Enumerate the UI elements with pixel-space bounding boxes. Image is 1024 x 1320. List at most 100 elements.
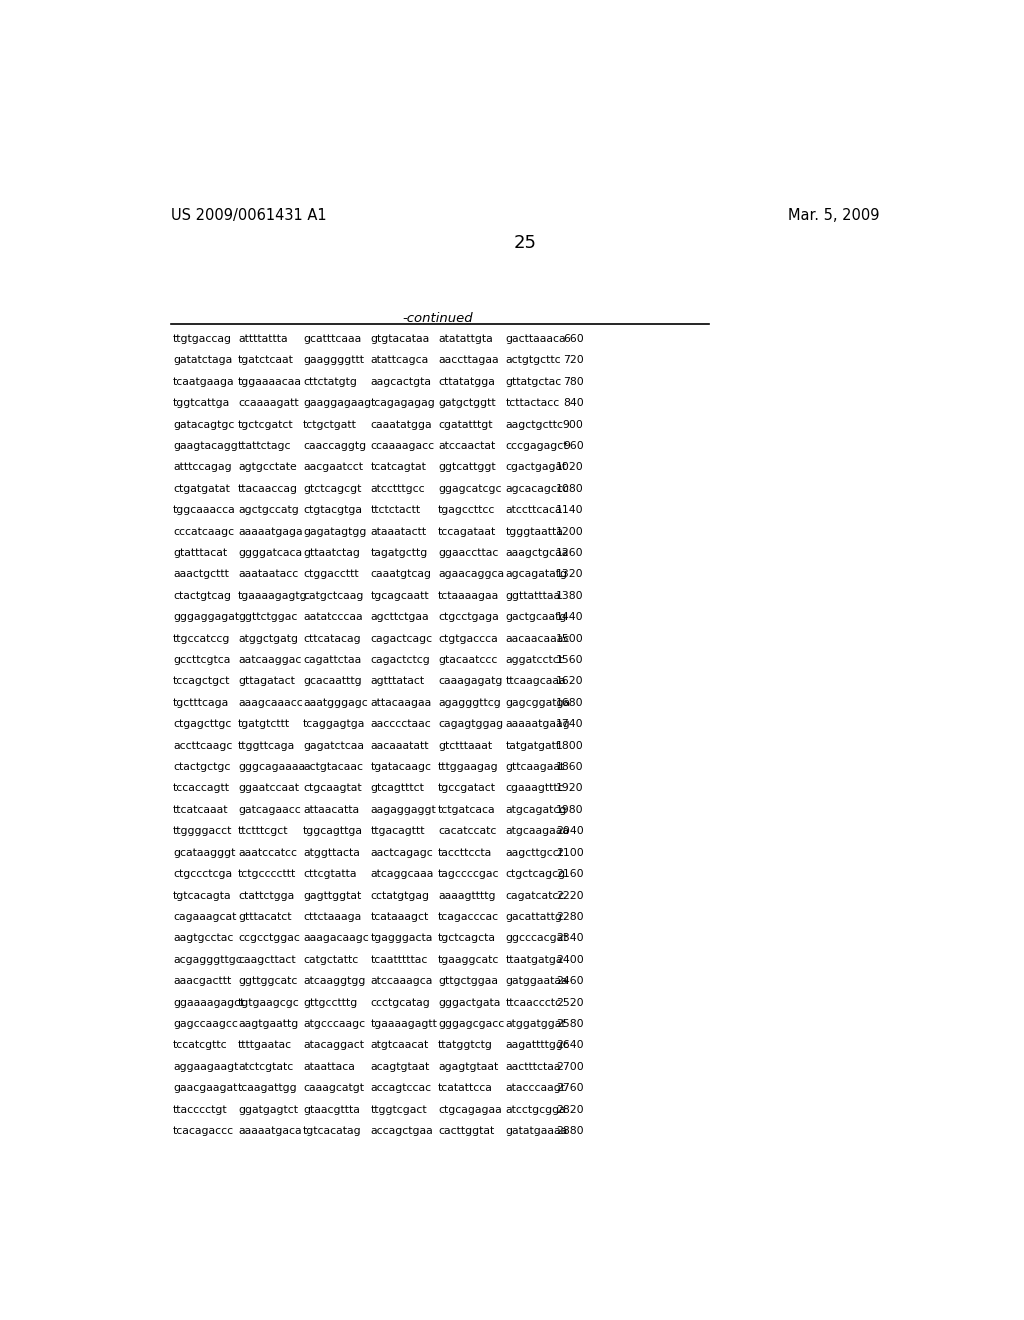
Text: tgctcgatct: tgctcgatct bbox=[238, 420, 294, 429]
Text: atcctgcgga: atcctgcgga bbox=[506, 1105, 566, 1114]
Text: gaagtacagg: gaagtacagg bbox=[173, 441, 238, 451]
Text: ctgatgatat: ctgatgatat bbox=[173, 484, 229, 494]
Text: tgccgatact: tgccgatact bbox=[438, 784, 496, 793]
Text: aaccttagaa: aaccttagaa bbox=[438, 355, 499, 366]
Text: cacatccatc: cacatccatc bbox=[438, 826, 497, 837]
Text: 660: 660 bbox=[563, 334, 584, 345]
Text: cagaaagcat: cagaaagcat bbox=[173, 912, 237, 921]
Text: gaacgaagat: gaacgaagat bbox=[173, 1084, 238, 1093]
Text: ctgtacgtga: ctgtacgtga bbox=[303, 506, 362, 515]
Text: aaataatacc: aaataatacc bbox=[238, 569, 298, 579]
Text: ttctctactt: ttctctactt bbox=[371, 506, 421, 515]
Text: aacgaatcct: aacgaatcct bbox=[303, 462, 364, 473]
Text: 840: 840 bbox=[563, 399, 584, 408]
Text: tcaatgaaga: tcaatgaaga bbox=[173, 376, 234, 387]
Text: ggttatttaa: ggttatttaa bbox=[506, 591, 560, 601]
Text: cccatcaagc: cccatcaagc bbox=[173, 527, 234, 537]
Text: aactcagagc: aactcagagc bbox=[371, 847, 433, 858]
Text: caaatgtcag: caaatgtcag bbox=[371, 569, 431, 579]
Text: atggctgatg: atggctgatg bbox=[238, 634, 298, 644]
Text: ggttctggac: ggttctggac bbox=[238, 612, 297, 622]
Text: gtctttaaat: gtctttaaat bbox=[438, 741, 493, 751]
Text: gagatagtgg: gagatagtgg bbox=[303, 527, 367, 537]
Text: 1860: 1860 bbox=[556, 762, 584, 772]
Text: atggttacta: atggttacta bbox=[303, 847, 360, 858]
Text: gttaatctag: gttaatctag bbox=[303, 548, 360, 558]
Text: agcagatatg: agcagatatg bbox=[506, 569, 567, 579]
Text: aaaagttttg: aaaagttttg bbox=[438, 891, 496, 900]
Text: actgtacaac: actgtacaac bbox=[303, 762, 364, 772]
Text: 2880: 2880 bbox=[556, 1126, 584, 1137]
Text: tgaaggcatc: tgaaggcatc bbox=[438, 954, 500, 965]
Text: agagtgtaat: agagtgtaat bbox=[438, 1061, 499, 1072]
Text: caaagagatg: caaagagatg bbox=[438, 676, 503, 686]
Text: 1980: 1980 bbox=[556, 805, 584, 814]
Text: tgtcacagta: tgtcacagta bbox=[173, 891, 231, 900]
Text: attacaagaa: attacaagaa bbox=[371, 698, 432, 708]
Text: tcagacccac: tcagacccac bbox=[438, 912, 499, 921]
Text: ccctgcatag: ccctgcatag bbox=[371, 998, 430, 1007]
Text: atctcgtatc: atctcgtatc bbox=[238, 1061, 293, 1072]
Text: tctgctgatt: tctgctgatt bbox=[303, 420, 357, 429]
Text: ggcccacgat: ggcccacgat bbox=[506, 933, 568, 944]
Text: aggatcctct: aggatcctct bbox=[506, 655, 563, 665]
Text: ccaaaagatt: ccaaaagatt bbox=[238, 399, 299, 408]
Text: ttggttcaga: ttggttcaga bbox=[238, 741, 295, 751]
Text: 1560: 1560 bbox=[556, 655, 584, 665]
Text: aaagctgcaa: aaagctgcaa bbox=[506, 548, 568, 558]
Text: gcacaatttg: gcacaatttg bbox=[303, 676, 361, 686]
Text: aagtgaattg: aagtgaattg bbox=[238, 1019, 298, 1030]
Text: agagggttcg: agagggttcg bbox=[438, 698, 501, 708]
Text: 1500: 1500 bbox=[556, 634, 584, 644]
Text: agctgccatg: agctgccatg bbox=[238, 506, 299, 515]
Text: gagcggatga: gagcggatga bbox=[506, 698, 570, 708]
Text: agtttatact: agtttatact bbox=[371, 676, 425, 686]
Text: gagttggtat: gagttggtat bbox=[303, 891, 361, 900]
Text: atcaggcaaa: atcaggcaaa bbox=[371, 869, 434, 879]
Text: tgagccttcc: tgagccttcc bbox=[438, 506, 496, 515]
Text: ttgccatccg: ttgccatccg bbox=[173, 634, 230, 644]
Text: cctatgtgag: cctatgtgag bbox=[371, 891, 430, 900]
Text: atatattgta: atatattgta bbox=[438, 334, 493, 345]
Text: ttggggacct: ttggggacct bbox=[173, 826, 232, 837]
Text: tccaccagtt: tccaccagtt bbox=[173, 784, 230, 793]
Text: ctactgctgc: ctactgctgc bbox=[173, 762, 230, 772]
Text: 900: 900 bbox=[563, 420, 584, 429]
Text: cacttggtat: cacttggtat bbox=[438, 1126, 495, 1137]
Text: 2700: 2700 bbox=[556, 1061, 584, 1072]
Text: ttgacagttt: ttgacagttt bbox=[371, 826, 425, 837]
Text: gtctcagcgt: gtctcagcgt bbox=[303, 484, 361, 494]
Text: cttctaaaga: cttctaaaga bbox=[303, 912, 361, 921]
Text: cgactgagat: cgactgagat bbox=[506, 462, 567, 473]
Text: aaatgggagc: aaatgggagc bbox=[303, 698, 368, 708]
Text: gactgcaatg: gactgcaatg bbox=[506, 612, 567, 622]
Text: tgtgaagcgc: tgtgaagcgc bbox=[238, 998, 300, 1007]
Text: atcctttgcc: atcctttgcc bbox=[371, 484, 425, 494]
Text: ggatgagtct: ggatgagtct bbox=[238, 1105, 298, 1114]
Text: atccttcaca: atccttcaca bbox=[506, 506, 562, 515]
Text: 2640: 2640 bbox=[556, 1040, 584, 1051]
Text: aaaaatgaag: aaaaatgaag bbox=[506, 719, 570, 729]
Text: ggaaccttac: ggaaccttac bbox=[438, 548, 499, 558]
Text: gtacaatccc: gtacaatccc bbox=[438, 655, 498, 665]
Text: 2760: 2760 bbox=[556, 1084, 584, 1093]
Text: gaaggggttt: gaaggggttt bbox=[303, 355, 365, 366]
Text: ggaatccaat: ggaatccaat bbox=[238, 784, 299, 793]
Text: aactttctaa: aactttctaa bbox=[506, 1061, 561, 1072]
Text: tcataaagct: tcataaagct bbox=[371, 912, 429, 921]
Text: aatatcccaa: aatatcccaa bbox=[303, 612, 362, 622]
Text: agaacaggca: agaacaggca bbox=[438, 569, 504, 579]
Text: 1440: 1440 bbox=[556, 612, 584, 622]
Text: tgatctcaat: tgatctcaat bbox=[238, 355, 294, 366]
Text: 1620: 1620 bbox=[556, 676, 584, 686]
Text: ttcaaccctc: ttcaaccctc bbox=[506, 998, 561, 1007]
Text: tgctttcaga: tgctttcaga bbox=[173, 698, 229, 708]
Text: atggatggat: atggatggat bbox=[506, 1019, 566, 1030]
Text: atgcagatcg: atgcagatcg bbox=[506, 805, 567, 814]
Text: atcaaggtgg: atcaaggtgg bbox=[303, 977, 366, 986]
Text: aaactgcttt: aaactgcttt bbox=[173, 569, 228, 579]
Text: tccagctgct: tccagctgct bbox=[173, 676, 230, 686]
Text: aacccctaac: aacccctaac bbox=[371, 719, 431, 729]
Text: cgatatttgt: cgatatttgt bbox=[438, 420, 493, 429]
Text: actgtgcttc: actgtgcttc bbox=[506, 355, 561, 366]
